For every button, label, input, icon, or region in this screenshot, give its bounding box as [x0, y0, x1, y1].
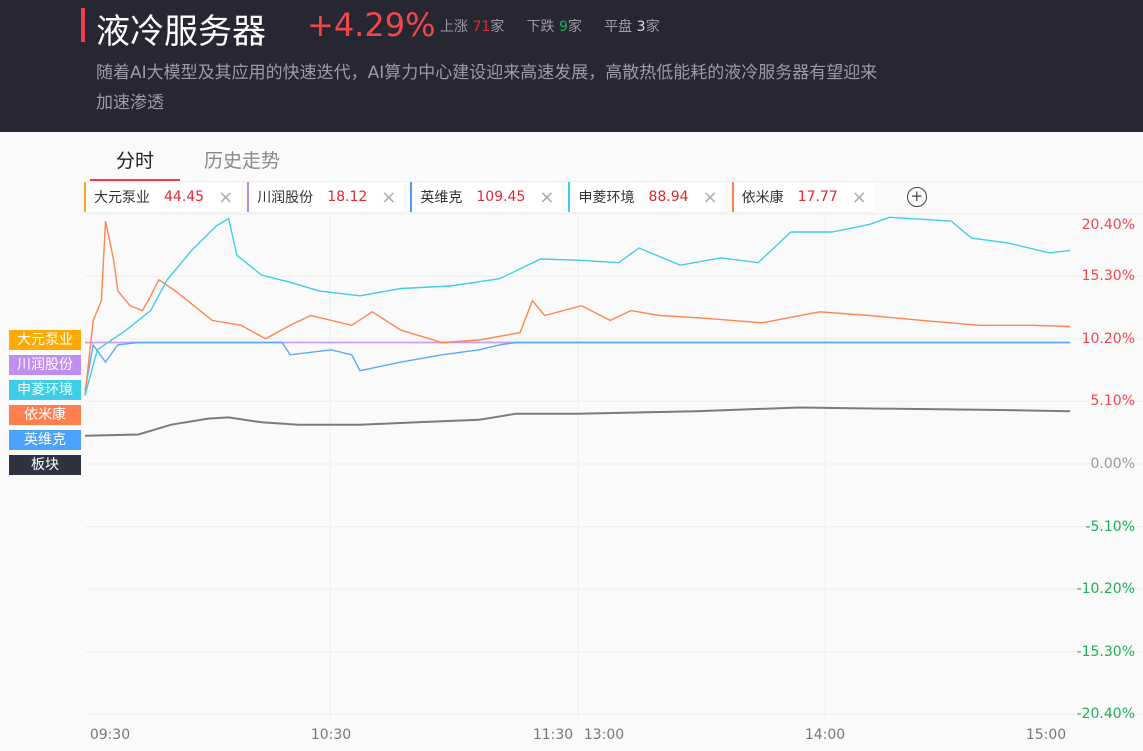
compare-stock-chips: 大元泵业 44.45 × 川润股份 18.12 × 英维克 109.45 × 申菱环境 88.94 ×…	[84, 182, 927, 212]
plus-circle-icon[interactable]: +	[906, 187, 927, 207]
sector-description: 随着AI大模型及其应用的快速迭代，AI算力中心建设迎来高速发展，高散热低能耗的液…	[96, 63, 878, 113]
breadth-stats: 上涨 71家 下跌 9家 平盘 3家	[440, 19, 660, 35]
tab-bar: 分时 历史走势	[90, 140, 304, 182]
close-icon[interactable]: ×	[381, 186, 397, 208]
close-icon[interactable]: ×	[539, 186, 555, 208]
legend-label[interactable]: 申菱环境	[9, 380, 81, 400]
series-line-板块	[84, 406, 1071, 437]
y-tick-label: 0.00%	[1090, 456, 1135, 472]
legend-label[interactable]: 板块	[9, 455, 81, 475]
stock-chip[interactable]: 川润股份 18.12 ×	[247, 182, 405, 212]
x-tick-label: 14:00	[804, 727, 846, 743]
y-tick-label: 5.10%	[1090, 393, 1135, 410]
chip-price: 44.45	[164, 189, 205, 205]
x-tick-label: 10:30	[310, 727, 352, 743]
series-line-申菱环境	[84, 216, 1071, 396]
tab-intraday[interactable]: 分时	[90, 140, 181, 182]
up-count: 71	[472, 19, 491, 35]
stock-chip[interactable]: 大元泵业 44.45 ×	[84, 182, 242, 212]
y-tick-label: 10.20%	[1081, 330, 1135, 347]
legend-label[interactable]: 川润股份	[9, 355, 81, 375]
chip-name: 英维克	[420, 190, 463, 206]
down-count: 9	[559, 19, 568, 35]
chip-name: 申菱环境	[578, 190, 635, 206]
chip-name: 川润股份	[257, 190, 314, 206]
sector-title: 液冷服务器	[96, 12, 266, 52]
x-tick-label: 15:00	[1025, 727, 1067, 743]
stock-chip[interactable]: 英维克 109.45 ×	[410, 182, 563, 212]
series-line-英维克	[84, 341, 1070, 391]
sector-change: +4.29%	[307, 6, 436, 44]
chip-price: 109.45	[476, 189, 526, 205]
chip-name: 大元泵业	[94, 190, 150, 206]
legend-label[interactable]: 大元泵业	[9, 330, 81, 350]
y-tick-label: -15.30%	[1076, 643, 1135, 660]
chip-name: 依米康	[741, 190, 784, 206]
flat-count: 3	[636, 19, 646, 35]
close-icon[interactable]: ×	[702, 186, 718, 208]
chip-price: 18.12	[327, 189, 368, 205]
close-icon[interactable]: ×	[851, 186, 867, 208]
y-tick-label: -10.20%	[1076, 581, 1135, 598]
chip-price: 88.94	[648, 189, 689, 205]
series-line-依米康	[84, 220, 1071, 396]
stock-chip[interactable]: 依米康 17.77 ×	[731, 182, 875, 212]
y-tick-label: 20.40%	[1081, 217, 1135, 233]
sector-header: 液冷服务器 +4.29% 上涨 71家 下跌 9家 平盘 3家 随着AI大模型及…	[0, 0, 1143, 132]
chip-price: 17.77	[797, 189, 838, 205]
accent-bar	[81, 8, 85, 42]
legend-label[interactable]: 依米康	[9, 405, 81, 425]
y-tick-label: -5.10%	[1085, 518, 1135, 535]
x-tick-label: 09:30	[89, 727, 131, 743]
stock-chip[interactable]: 申菱环境 88.94 ×	[568, 182, 726, 212]
x-tick-label: 13:00	[583, 727, 625, 743]
close-icon[interactable]: ×	[218, 186, 234, 208]
divider	[85, 181, 1143, 182]
series-legend: 大元泵业川润股份申菱环境依米康英维克板块	[9, 330, 81, 480]
y-tick-label: 15.30%	[1081, 268, 1135, 285]
legend-label[interactable]: 英维克	[9, 430, 81, 450]
x-tick-label: 11:30	[532, 727, 574, 743]
tab-history[interactable]: 历史走势	[204, 150, 281, 172]
y-tick-label: -20.40%	[1076, 706, 1135, 723]
